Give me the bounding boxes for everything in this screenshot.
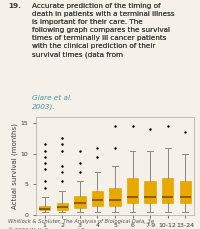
Text: Accurate prediction of the timing of
death in patients with a terminal illness
i: Accurate prediction of the timing of dea… bbox=[32, 3, 175, 58]
PathPatch shape bbox=[180, 181, 191, 203]
Text: Accurate prediction of the timing of
death in patients with a terminal illness
i: Accurate prediction of the timing of dea… bbox=[32, 3, 175, 66]
PathPatch shape bbox=[39, 206, 50, 210]
Text: Accurate prediction of the timing of
death in patients with a terminal illness
i: Accurate prediction of the timing of dea… bbox=[32, 3, 175, 58]
Y-axis label: Actual survival (months): Actual survival (months) bbox=[11, 123, 18, 209]
PathPatch shape bbox=[92, 191, 103, 206]
Text: Glare et al.
2003).: Glare et al. 2003). bbox=[32, 95, 72, 110]
PathPatch shape bbox=[162, 178, 173, 203]
PathPatch shape bbox=[74, 196, 86, 208]
PathPatch shape bbox=[109, 188, 121, 206]
PathPatch shape bbox=[144, 181, 156, 203]
PathPatch shape bbox=[127, 178, 138, 203]
PathPatch shape bbox=[57, 203, 68, 210]
Text: © 2020 W. H. Freeman and Company: © 2020 W. H. Freeman and Company bbox=[8, 228, 106, 229]
Text: 19.: 19. bbox=[8, 3, 21, 9]
Text: Whitlock & Schluter, The Analysis of Biological Data, 3e: Whitlock & Schluter, The Analysis of Bio… bbox=[8, 219, 154, 224]
